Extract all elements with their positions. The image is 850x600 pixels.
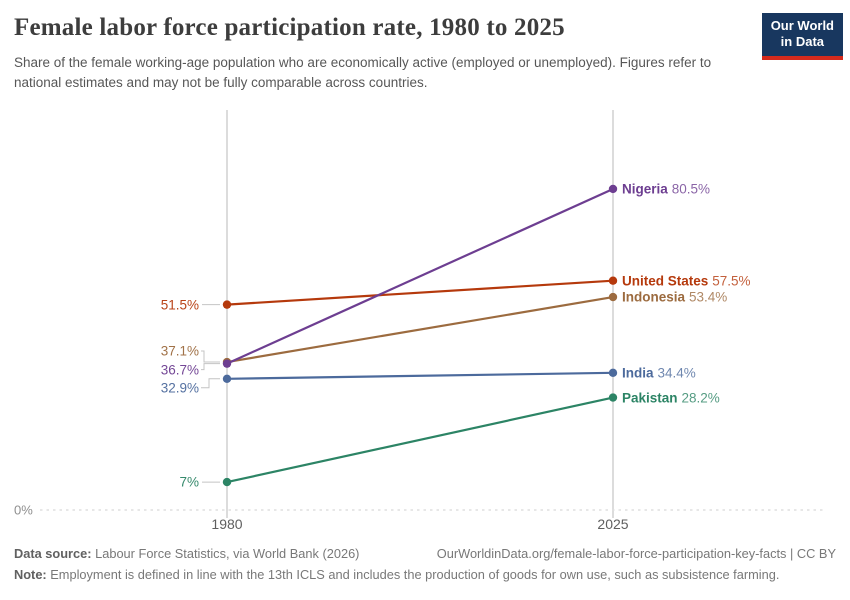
series-line-indonesia[interactable]: [226, 295, 614, 364]
owid-logo-line1: Our World: [770, 18, 834, 33]
end-label-pakistan[interactable]: Pakistan 28.2%: [622, 390, 720, 405]
country-value-pakistan: 28.2%: [681, 390, 720, 406]
country-name-nigeria: Nigeria: [622, 181, 668, 197]
end-label-nigeria[interactable]: Nigeria 80.5%: [622, 181, 710, 196]
series-dot-indonesia-2025[interactable]: [608, 292, 618, 302]
series-line-india[interactable]: [226, 371, 614, 380]
end-label-indonesia[interactable]: Indonesia 53.4%: [622, 290, 727, 305]
x-tick-2025: 2025: [597, 516, 629, 532]
end-label-united-states[interactable]: United States 57.5%: [622, 273, 751, 288]
country-value-india: 34.4%: [657, 365, 696, 381]
series-dot-united-states-2025[interactable]: [608, 276, 618, 285]
label-connector-indonesia: [201, 350, 220, 363]
note-value: Employment is defined in line with the 1…: [50, 567, 780, 583]
note-line: Note: Employment is defined in line with…: [14, 564, 836, 585]
y-axis-zero-label: 0%: [14, 502, 33, 518]
series-dot-nigeria-1980[interactable]: [222, 359, 232, 368]
note-label: Note:: [14, 567, 47, 583]
series-line-nigeria[interactable]: [226, 187, 614, 365]
country-value-united-states: 57.5%: [712, 273, 751, 289]
series-dot-united-states-1980[interactable]: [222, 300, 232, 309]
country-value-nigeria: 80.5%: [671, 181, 711, 197]
country-name-pakistan: Pakistan: [622, 390, 678, 406]
series-dot-india-2025[interactable]: [608, 368, 618, 378]
series-line-pakistan[interactable]: [226, 396, 614, 484]
page-title: Female labor force participation rate, 1…: [14, 14, 565, 41]
country-value-indonesia: 53.4%: [689, 289, 728, 305]
country-name-indonesia: Indonesia: [622, 289, 686, 305]
series-line-united-states[interactable]: [226, 279, 614, 306]
data-source-value: Labour Force Statistics, via World Bank …: [95, 546, 360, 561]
series-dot-nigeria-2025[interactable]: [608, 184, 618, 194]
owid-logo-line2: in Data: [780, 34, 825, 50]
country-name-india: India: [622, 365, 654, 381]
owid-logo[interactable]: Our World in Data: [761, 13, 843, 60]
series-dot-pakistan-2025[interactable]: [608, 393, 618, 402]
credit-link[interactable]: OurWorldinData.org/female-labor-force-pa…: [436, 546, 836, 561]
chart-subtitle: Share of the female working-age populati…: [14, 55, 712, 91]
series-dot-india-1980[interactable]: [222, 374, 232, 383]
label-connector-india: [201, 378, 220, 389]
label-connector-nigeria: [201, 363, 220, 371]
series-dot-pakistan-1980[interactable]: [222, 477, 232, 487]
data-source-line: Data source: Labour Force Statistics, vi…: [14, 543, 359, 564]
x-tick-1980: 1980: [211, 516, 243, 532]
data-source-label: Data source:: [14, 546, 92, 561]
end-label-india[interactable]: India 34.4%: [622, 365, 696, 380]
chart-footer: Data source: Labour Force Statistics, vi…: [14, 543, 836, 585]
country-name-united-states: United States: [622, 273, 709, 289]
